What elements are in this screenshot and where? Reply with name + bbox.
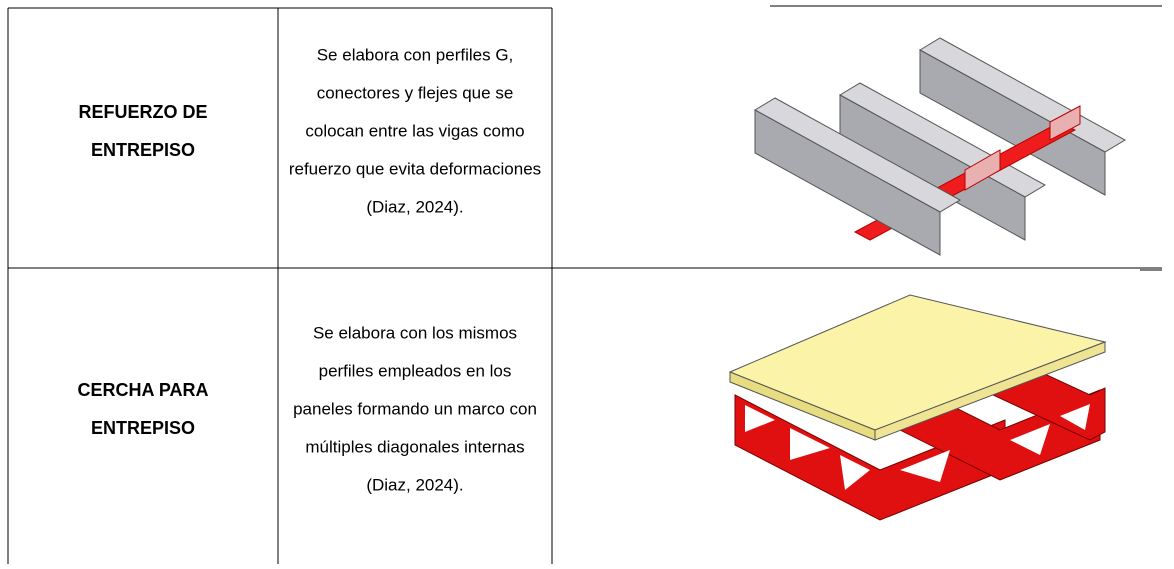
row-name: ENTREPISO <box>91 418 195 438</box>
row-description: colocan entre las vigas como <box>305 121 524 140</box>
row-description: Se elabora con los mismos <box>313 323 517 342</box>
row-description: conectores y flejes que se <box>317 83 514 102</box>
row-description: perfiles empleados en los <box>319 361 512 380</box>
row-description: (Diaz, 2024). <box>366 197 463 216</box>
beam-illustration <box>753 37 1127 256</box>
row-description: múltiples diagonales internas <box>305 437 524 456</box>
row-description: Se elabora con perfiles G, <box>317 45 514 64</box>
row-description: (Diaz, 2024). <box>366 475 463 494</box>
table-borders <box>7 5 1162 564</box>
row-name: REFUERZO DE <box>78 102 207 122</box>
row-name: CERCHA PARA <box>77 380 208 400</box>
row-description: refuerzo que evita deformaciones <box>289 159 541 178</box>
row-description: paneles formando un marco con <box>293 399 537 418</box>
row-name: ENTREPISO <box>91 140 195 160</box>
truss-illustration <box>728 294 1107 521</box>
